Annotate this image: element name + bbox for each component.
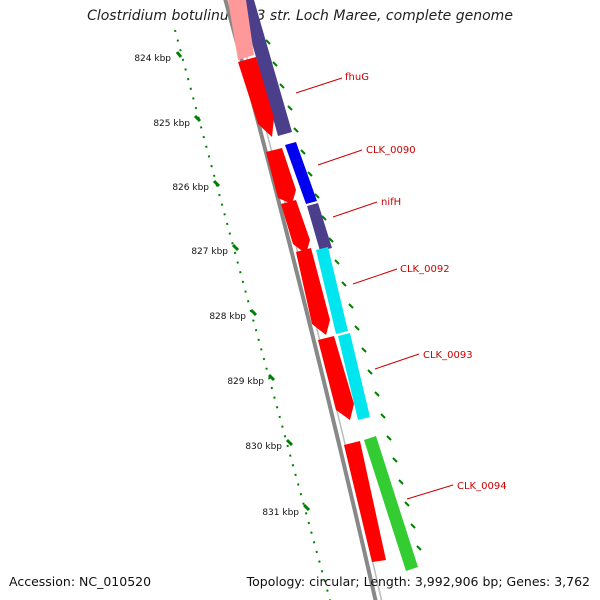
- gene-label-clk-0093: CLK_0093: [374, 350, 473, 370]
- ruler-tick: 831 kbp: [262, 503, 311, 518]
- gene-label-text: nifH: [381, 197, 401, 208]
- ruler-tick-label: 827 kbp: [191, 247, 228, 257]
- ruler-tick: 824 kbp: [134, 51, 183, 64]
- genome-title: Clostridium botulinum A3 str. Loch Maree…: [87, 8, 513, 24]
- gene-label-text: CLK_0094: [457, 481, 507, 492]
- cds-arrow: [266, 148, 296, 204]
- gene-label-text: CLK_0092: [400, 264, 450, 275]
- ruler-tick: 827 kbp: [191, 243, 240, 257]
- cds-arrow: [296, 248, 330, 335]
- ruler-tick: 826 kbp: [172, 179, 221, 193]
- ruler-tick-label: 828 kbp: [209, 312, 246, 322]
- cds-arrow: [344, 441, 386, 562]
- cds-arrow: [318, 336, 354, 420]
- gene-label-text: fhuG: [345, 72, 369, 83]
- cog-ring-ticks: [265, 39, 422, 551]
- ruler-tick-label: 826 kbp: [172, 183, 209, 193]
- genome-summary-text: Topology: circular; Length: 3,992,906 bp…: [246, 574, 590, 589]
- cog-ring: [240, 0, 418, 571]
- cds-arrow: [281, 200, 310, 254]
- ruler-tick-label: 824 kbp: [134, 54, 171, 64]
- gene-label-clk-0092: CLK_0092: [352, 264, 450, 285]
- backbone: [223, 0, 378, 600]
- cog-segment: [364, 436, 418, 571]
- gene-label-fhuG: fhuG: [295, 72, 369, 94]
- cog-segment: [240, 0, 292, 136]
- cds-track: [228, 0, 386, 562]
- cog-segment: [316, 247, 348, 334]
- ruler-tick: 829 kbp: [227, 373, 276, 387]
- cog-segment: [307, 203, 332, 251]
- accession-text: Accession: NC_010520: [9, 574, 152, 589]
- ruler-tick: 830 kbp: [245, 438, 294, 452]
- ruler: [174, 29, 331, 600]
- ruler-tick-label: 830 kbp: [245, 442, 282, 452]
- cog-segment: [338, 333, 370, 420]
- ruler-tick: 828 kbp: [209, 308, 258, 322]
- ruler-tick: 825 kbp: [153, 114, 202, 129]
- ruler-tick-label: 825 kbp: [153, 119, 190, 129]
- gene-label-clk-0094: CLK_0094: [406, 481, 507, 500]
- cds-arrow: [228, 0, 254, 60]
- cds-arrow: [238, 57, 274, 137]
- gene-label-nifh: nifH: [332, 197, 401, 218]
- gene-label-text: CLK_0093: [423, 350, 473, 361]
- ruler-tick-label: 831 kbp: [262, 508, 299, 518]
- gene-label-clk-0090: CLK_0090: [317, 145, 416, 166]
- gene-label-text: CLK_0090: [366, 145, 416, 156]
- ruler-tick-label: 829 kbp: [227, 377, 264, 387]
- cog-segment: [285, 142, 317, 204]
